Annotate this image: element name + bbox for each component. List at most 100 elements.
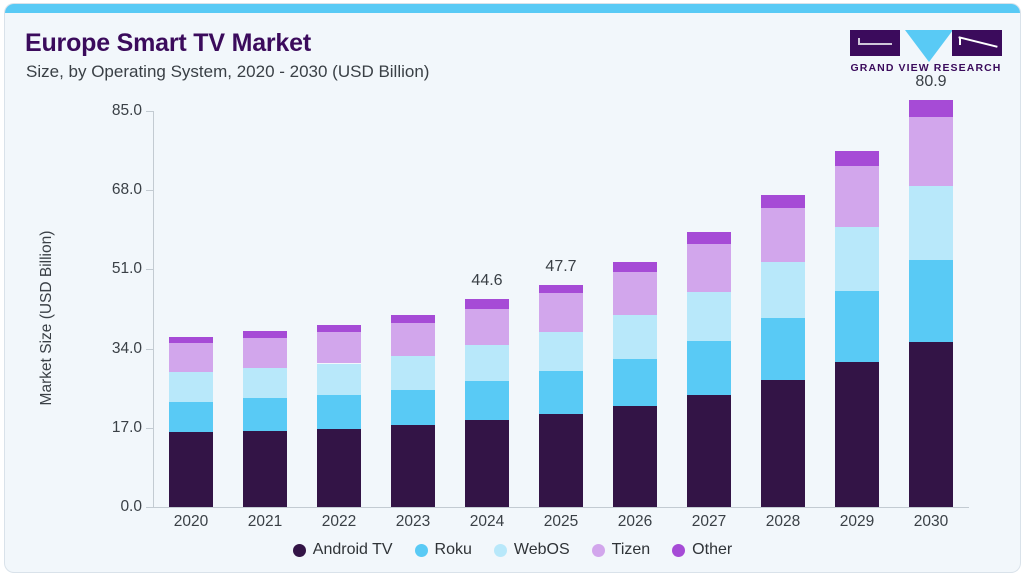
bar-segment-other[interactable] xyxy=(835,151,879,166)
bar-segment-tizen[interactable] xyxy=(539,293,583,332)
bar-segment-roku[interactable] xyxy=(613,358,657,407)
bar-segment-android-tv[interactable] xyxy=(169,432,213,507)
bar-segment-android-tv[interactable] xyxy=(613,406,657,507)
bar-segment-tizen[interactable] xyxy=(465,309,509,345)
bar-segment-other[interactable] xyxy=(391,315,435,323)
x-axis-tick-label: 2028 xyxy=(765,513,801,530)
bar-segment-webos[interactable] xyxy=(465,344,509,382)
legend-label: Tizen xyxy=(611,541,651,558)
bar-segment-other[interactable] xyxy=(539,284,583,294)
bar-segment-other[interactable] xyxy=(317,324,361,333)
bar-2021[interactable] xyxy=(243,111,287,507)
bar-segment-webos[interactable] xyxy=(317,363,361,396)
bar-2024[interactable] xyxy=(465,111,509,507)
plot-area xyxy=(154,99,968,507)
bar-segment-tizen[interactable] xyxy=(243,338,287,369)
bar-segment-roku[interactable] xyxy=(835,291,879,363)
bar-segment-webos[interactable] xyxy=(391,356,435,390)
y-axis-tick-label: 0.0 xyxy=(120,498,142,515)
bar-segment-roku[interactable] xyxy=(909,259,953,342)
bar-segment-android-tv[interactable] xyxy=(687,395,731,507)
bar-segment-webos[interactable] xyxy=(243,368,287,399)
logo-triangle-icon xyxy=(905,30,953,62)
y-axis-tick-mark xyxy=(146,190,154,192)
bar-value-label: 80.9 xyxy=(915,72,947,90)
bar-segment-android-tv[interactable] xyxy=(243,430,287,507)
logo-left-bar xyxy=(858,43,892,45)
chart-legend: Android TV Roku WebOS Tizen Other xyxy=(5,541,1020,559)
accent-top-bar xyxy=(5,4,1020,13)
bar-segment-webos[interactable] xyxy=(539,331,583,372)
bar-2023[interactable] xyxy=(391,111,435,507)
bar-segment-roku[interactable] xyxy=(687,341,731,396)
bar-2020[interactable] xyxy=(169,111,213,507)
bar-segment-android-tv[interactable] xyxy=(539,414,583,507)
bar-2022[interactable] xyxy=(317,111,361,507)
bar-segment-other[interactable] xyxy=(169,336,213,344)
bar-segment-webos[interactable] xyxy=(835,227,879,292)
bar-segment-roku[interactable] xyxy=(761,318,805,380)
bar-segment-android-tv[interactable] xyxy=(317,428,361,507)
legend-item-tizen[interactable]: Tizen xyxy=(591,541,651,559)
bar-segment-webos[interactable] xyxy=(613,315,657,359)
bar-segment-other[interactable] xyxy=(465,299,509,309)
bar-segment-tizen[interactable] xyxy=(317,332,361,364)
bar-segment-android-tv[interactable] xyxy=(835,362,879,507)
bar-segment-roku[interactable] xyxy=(169,401,213,433)
y-axis-tick-mark xyxy=(146,507,154,508)
bar-segment-other[interactable] xyxy=(613,261,657,273)
bar-2025[interactable] xyxy=(539,111,583,507)
bar-segment-tizen[interactable] xyxy=(909,116,953,187)
legend-label: WebOS xyxy=(513,541,570,558)
y-axis-tick-mark xyxy=(146,111,154,112)
bar-segment-tizen[interactable] xyxy=(835,165,879,228)
bar-segment-tizen[interactable] xyxy=(761,208,805,263)
bar-segment-other[interactable] xyxy=(909,99,953,117)
chart-card: Europe Smart TV Market Size, by Operatin… xyxy=(5,4,1020,572)
bar-segment-roku[interactable] xyxy=(317,395,361,429)
bar-2027[interactable] xyxy=(687,111,731,507)
x-axis-tick-label: 2024 xyxy=(469,513,505,530)
bar-segment-other[interactable] xyxy=(243,331,287,339)
bar-segment-webos[interactable] xyxy=(169,372,213,402)
legend-item-roku[interactable]: Roku xyxy=(414,541,472,559)
logo-right-slash xyxy=(958,36,998,48)
bar-segment-tizen[interactable] xyxy=(687,243,731,292)
legend-label: Roku xyxy=(434,541,472,558)
y-axis-tick-label: 17.0 xyxy=(111,418,142,436)
bar-segment-roku[interactable] xyxy=(243,398,287,431)
x-axis-line xyxy=(154,507,969,508)
legend-swatch-icon xyxy=(672,543,686,557)
legend-label: Other xyxy=(692,541,733,558)
legend-item-other[interactable]: Other xyxy=(672,541,732,559)
x-axis-tick-label: 2025 xyxy=(543,513,579,530)
bar-segment-roku[interactable] xyxy=(391,389,435,426)
bar-segment-tizen[interactable] xyxy=(613,272,657,316)
bar-segment-android-tv[interactable] xyxy=(909,341,953,507)
x-axis-tick-label: 2020 xyxy=(173,513,209,530)
x-axis-tick-label: 2026 xyxy=(617,513,653,530)
x-axis-tick-label: 2022 xyxy=(321,513,357,530)
bar-segment-roku[interactable] xyxy=(539,371,583,415)
bar-segment-webos[interactable] xyxy=(909,186,953,260)
legend-item-webos[interactable]: WebOS xyxy=(493,541,570,559)
x-axis-tick-label: 2030 xyxy=(913,513,949,530)
bar-2029[interactable] xyxy=(835,111,879,507)
bar-segment-android-tv[interactable] xyxy=(391,425,435,507)
bar-segment-other[interactable] xyxy=(687,232,731,244)
bar-segment-tizen[interactable] xyxy=(391,322,435,357)
legend-item-android-tv[interactable]: Android TV xyxy=(292,541,393,559)
page-title: Europe Smart TV Market xyxy=(25,29,311,57)
bar-2026[interactable] xyxy=(613,111,657,507)
bar-segment-webos[interactable] xyxy=(687,291,731,342)
bar-2030[interactable] xyxy=(909,99,953,507)
bar-2028[interactable] xyxy=(761,111,805,507)
legend-swatch-icon xyxy=(414,543,428,557)
bar-segment-android-tv[interactable] xyxy=(761,379,805,507)
bar-segment-tizen[interactable] xyxy=(169,343,213,373)
bar-segment-other[interactable] xyxy=(761,195,805,209)
bar-segment-webos[interactable] xyxy=(761,262,805,319)
bar-segment-roku[interactable] xyxy=(465,381,509,421)
y-axis-title: Market Size (USD Billion) xyxy=(38,230,55,406)
bar-segment-android-tv[interactable] xyxy=(465,420,509,507)
